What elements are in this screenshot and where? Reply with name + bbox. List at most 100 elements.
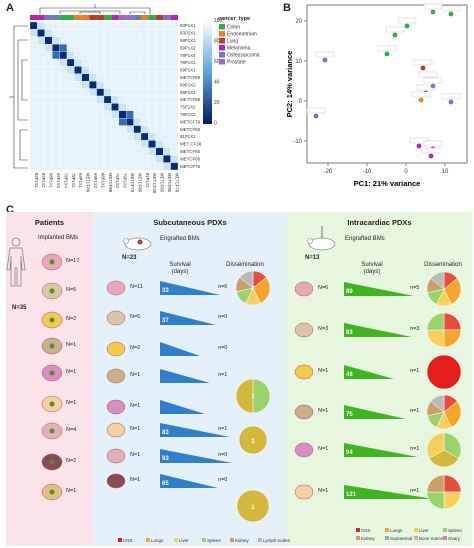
ic-survival-value: 94 [346, 450, 353, 456]
left-dendrogram [9, 25, 28, 169]
sub-dissemination-pie [238, 425, 268, 455]
human-icon [6, 237, 26, 287]
row-label: 69P1X1 [180, 68, 196, 73]
sub-dissemination-n: n=0 [218, 314, 228, 320]
sub-dissemination-n: n=6 [218, 284, 228, 290]
ic-dissemination-pie [443, 401, 462, 428]
column-label: METCF88 [108, 173, 113, 193]
sub-dissemination-pie [235, 378, 254, 414]
ic-survival-value: 89 [346, 289, 353, 295]
ic-survival-header: Survival (days) [361, 262, 383, 275]
row-label: METCF78 [180, 164, 201, 169]
sub-legend-label: Kidney [235, 538, 250, 543]
scale-tick: 100 [214, 18, 223, 24]
sub-survival-value: 93 [162, 456, 169, 462]
ic-count: N=1 [318, 408, 329, 414]
ic-dissemination-pie [443, 312, 462, 331]
cancer-type-cell [141, 15, 149, 20]
row-label: 83P1X1 [180, 31, 196, 36]
legend-label: Colon [227, 25, 240, 31]
row-label: 81P1X1 [180, 134, 196, 139]
metastasis-dot [49, 459, 55, 465]
pca-point-label [397, 17, 417, 24]
sub-n-total: N=23 [122, 255, 137, 261]
ic-dissemination-n: n=1 [410, 368, 420, 374]
scale-tick: 0 [214, 121, 217, 127]
row-label: 83P1X1 [180, 23, 196, 28]
ic-dissemination-pie [443, 432, 462, 459]
pca-point [428, 153, 434, 159]
pca-point [416, 143, 422, 149]
sub-pie-number: 2 [251, 286, 255, 292]
sub-pie-number: 1 [251, 394, 255, 400]
sub-survival-header: Survival (days) [169, 262, 191, 275]
cancer-type-cell [104, 15, 112, 20]
ic-survival-value: 131 [346, 492, 357, 498]
pca-point-label [413, 59, 433, 66]
patients-title: Patients [34, 218, 65, 227]
patient-count: N=1 [66, 488, 77, 494]
scale-tick: 80 [214, 39, 220, 45]
column-label: METCF80 [137, 173, 142, 193]
row-label: METCF88 [180, 97, 201, 102]
column-label: 69P1X1 [78, 173, 83, 189]
mouse-icon-ic [307, 226, 336, 251]
ic-dissemination-n: n=1 [410, 446, 420, 452]
pca-point [313, 113, 319, 119]
cancer-type-cell [37, 15, 45, 20]
row-label: 88P1X1 [180, 90, 196, 95]
sub-count: N=1 [130, 452, 141, 458]
sub-legend-swatch [202, 538, 206, 542]
metastasis-dot [49, 343, 55, 349]
pca-point-label [385, 26, 405, 33]
ic-dissemination-pie [428, 449, 460, 468]
ic-count: N=1 [318, 488, 329, 494]
sub-legend-swatch [146, 538, 150, 542]
pca-points [306, 3, 461, 159]
cancer-type-cell [52, 15, 60, 20]
legend-label: Osteosarcoma [227, 53, 260, 59]
sub-dissemination-n: n=0 [218, 477, 228, 483]
metastasis-dot [49, 288, 55, 294]
sub-legend-label: Lungs [151, 538, 164, 543]
sub-survival-triangle [160, 342, 200, 356]
sub-count: N=1 [130, 403, 141, 409]
ic-dissemination-pie [426, 329, 445, 348]
ic-survival-triangle [344, 443, 418, 457]
ic-legend-label: Kidney [361, 536, 376, 541]
legend-swatch [219, 24, 225, 30]
sub-engrafted-label: Engrafted BMs [160, 236, 200, 242]
ic-dissemination-n: n=3 [410, 326, 420, 332]
cancer-type-cell [59, 15, 67, 20]
pca-point [392, 32, 398, 38]
sub-organ-icon [106, 368, 126, 384]
cancer-type-cell [96, 15, 104, 20]
ic-legend-label: Bone marrow [419, 536, 447, 541]
panel-c-letter: C [6, 204, 14, 216]
sub-legend-label: Liver [179, 538, 189, 543]
pca-point [430, 83, 436, 89]
pca-point [404, 23, 410, 29]
ic-organ-icon [294, 484, 314, 500]
cancer-type-cell [67, 15, 75, 20]
ic-legend-label: Ovary [448, 536, 461, 541]
pca-point-label [409, 137, 429, 144]
legend-title: cancer_type [218, 16, 250, 22]
pca-xtick: 0 [404, 169, 408, 175]
patient-count: N=4 [66, 427, 77, 433]
mouse-icon-sub [123, 237, 152, 251]
sub-survival-triangle [160, 474, 218, 488]
ic-dissemination-pie [426, 432, 445, 459]
ic-survival-value: 48 [346, 372, 353, 378]
ic-count: N=1 [318, 446, 329, 452]
sub-organ-icon [106, 310, 126, 326]
sub-organ-icon [106, 448, 126, 464]
cancer-type-cell [74, 15, 82, 20]
sub-dissemination-pie [252, 277, 271, 304]
pca-point [430, 9, 436, 15]
pca-point-label [416, 84, 436, 91]
ic-count: N=6 [318, 285, 329, 291]
intracardiac-title: Intracardiac PDXs [347, 218, 412, 227]
ic-engrafted-label: Engrafted BMs [345, 236, 385, 242]
pca-point-label [423, 140, 443, 147]
